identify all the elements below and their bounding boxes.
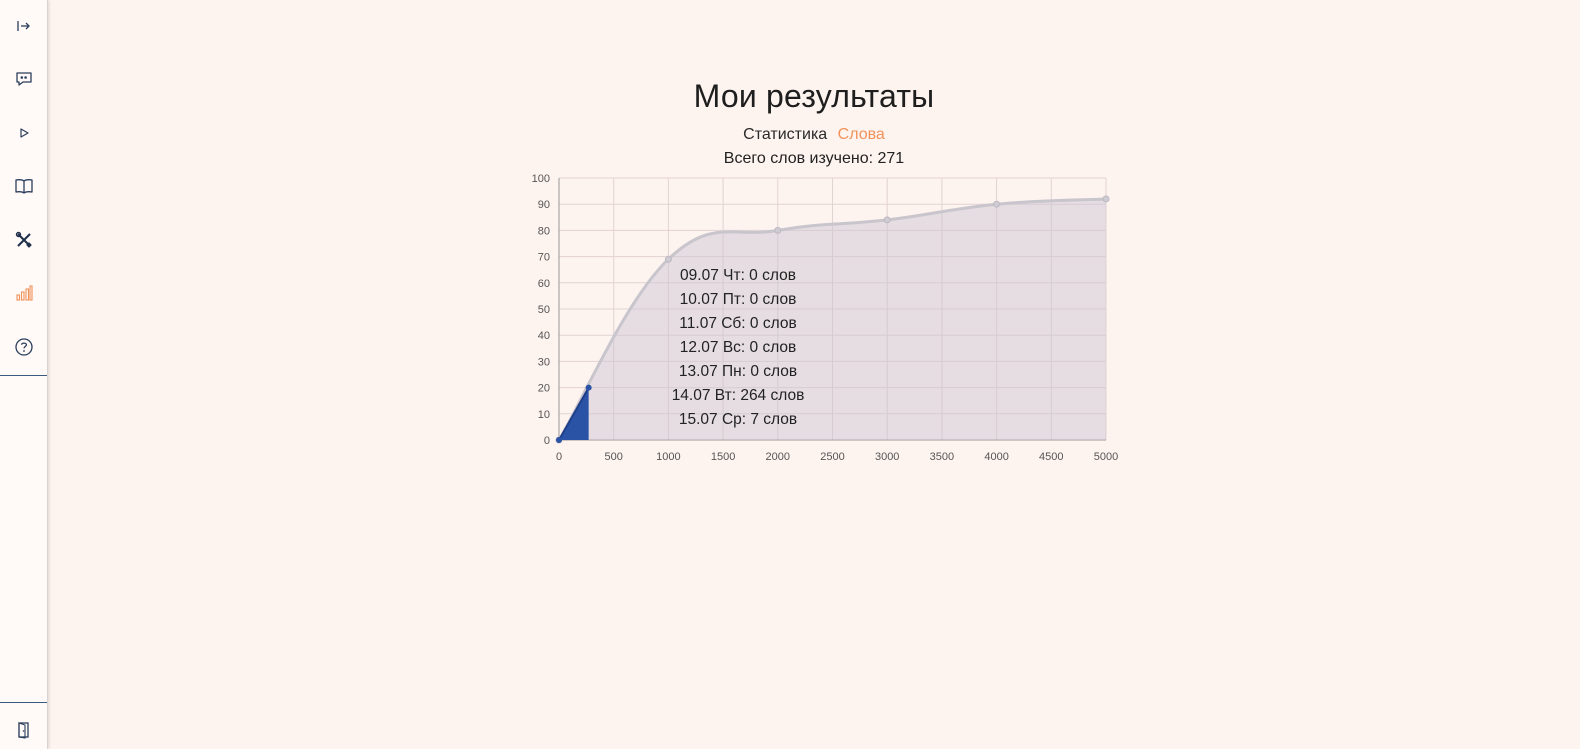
tooltip-line: 12.07 Вс: 0 слов bbox=[680, 339, 797, 356]
y-tick-label: 10 bbox=[538, 409, 550, 421]
help-icon bbox=[14, 338, 33, 356]
book-icon bbox=[14, 179, 33, 194]
reference-point bbox=[993, 200, 1001, 208]
sidebar bbox=[0, 0, 48, 749]
y-tick-label: 80 bbox=[538, 225, 550, 237]
tooltip-line: 14.07 Вт: 264 слов bbox=[672, 387, 805, 404]
x-tick-label: 3500 bbox=[930, 451, 954, 463]
sidebar-item-statistics[interactable] bbox=[0, 273, 47, 313]
sidebar-item-book[interactable] bbox=[0, 166, 47, 206]
y-tick-label: 60 bbox=[538, 278, 550, 290]
page-title: Мои результаты bbox=[693, 78, 935, 114]
x-tick-label: 0 bbox=[556, 451, 562, 463]
x-tick-label: 1000 bbox=[656, 451, 680, 463]
y-tick-label: 40 bbox=[538, 330, 550, 342]
tooltip-line: 15.07 Ср: 7 слов bbox=[679, 411, 797, 428]
play-icon bbox=[19, 128, 29, 138]
y-tick-label: 50 bbox=[538, 304, 550, 316]
x-tick-label: 3000 bbox=[875, 451, 899, 463]
y-tick-label: 20 bbox=[538, 383, 550, 395]
progress-line bbox=[558, 387, 590, 441]
x-tick-label: 4000 bbox=[984, 451, 1008, 463]
tooltip-line: 10.07 Пт: 0 слов bbox=[680, 291, 797, 308]
x-tick-label: 1500 bbox=[711, 451, 735, 463]
progress-point bbox=[556, 437, 562, 443]
y-tick-label: 0 bbox=[544, 435, 550, 447]
sidebar-item-chat[interactable] bbox=[0, 59, 47, 99]
reference-point bbox=[664, 255, 672, 263]
chat-quote-icon bbox=[15, 72, 32, 86]
x-tick-label: 2500 bbox=[820, 451, 844, 463]
results-tabs: Статистика Слова bbox=[48, 126, 1580, 144]
sidebar-divider-top bbox=[0, 375, 47, 376]
bar-chart-icon bbox=[15, 285, 33, 301]
tooltip-line: 11.07 Сб: 0 слов bbox=[679, 315, 796, 332]
y-tick-label: 30 bbox=[538, 356, 550, 368]
tooltip-line: 13.07 Пн: 0 слов bbox=[679, 363, 797, 380]
reference-line bbox=[557, 197, 1107, 441]
x-tick-label: 500 bbox=[605, 451, 623, 463]
y-tick-label: 90 bbox=[538, 199, 550, 211]
expand-sidebar-icon bbox=[16, 21, 30, 31]
exit-button[interactable] bbox=[0, 712, 47, 748]
total-words-learned: Всего слов изучено: 271 bbox=[723, 150, 905, 167]
reference-point bbox=[1102, 195, 1110, 203]
reference-area bbox=[559, 198, 1106, 440]
sidebar-item-tools[interactable] bbox=[0, 220, 47, 260]
sidebar-item-play[interactable] bbox=[0, 113, 47, 153]
y-tick-label: 70 bbox=[538, 252, 550, 264]
progress-point bbox=[585, 384, 592, 391]
expand-sidebar-button[interactable] bbox=[0, 6, 47, 46]
x-tick-label: 2000 bbox=[766, 451, 790, 463]
tab-words[interactable]: Слова bbox=[837, 126, 885, 143]
main-content: Мои результаты Статистика Слова Всего сл… bbox=[48, 0, 1580, 749]
tooltip-line: 09.07 Чт: 0 слов bbox=[680, 267, 796, 284]
y-tick-label: 100 bbox=[532, 173, 550, 185]
sidebar-item-help[interactable] bbox=[0, 327, 47, 367]
x-tick-label: 5000 bbox=[1094, 451, 1118, 463]
reference-point bbox=[883, 216, 891, 224]
exit-door-icon bbox=[17, 722, 29, 739]
tab-statistics[interactable]: Статистика bbox=[743, 126, 828, 143]
x-tick-label: 4500 bbox=[1039, 451, 1063, 463]
tools-icon bbox=[15, 231, 32, 248]
reference-point bbox=[774, 226, 782, 234]
sidebar-divider-bottom bbox=[0, 702, 47, 703]
